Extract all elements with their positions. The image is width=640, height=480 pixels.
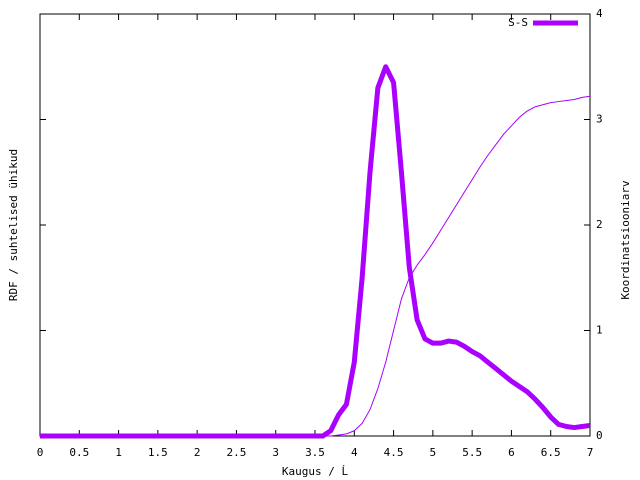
x-tick-label: 0	[37, 446, 44, 459]
y2-tick-label: 2	[596, 218, 603, 231]
x-tick-label: 3.5	[305, 446, 325, 459]
x-tick-label: 7	[587, 446, 594, 459]
x-tick-label: 5.5	[462, 446, 482, 459]
x-tick-label: 6	[508, 446, 515, 459]
data-line	[40, 64, 591, 439]
x-tick-label: 1	[115, 446, 122, 459]
x-tick-label: 6.5	[541, 446, 561, 459]
x-tick-label: 5	[430, 446, 437, 459]
y2-tick-label: 1	[596, 324, 603, 337]
x-axis-label: Kaugus / Ĺ	[282, 465, 349, 478]
x-tick-label: 2.5	[226, 446, 246, 459]
x-tick-label: 0.5	[69, 446, 89, 459]
x-tick-label: 1.5	[148, 446, 168, 459]
x-tick-label: 3	[272, 446, 279, 459]
y2-tick-label: 4	[596, 7, 603, 20]
plot-frame	[39, 13, 591, 437]
x-tick-label: 2	[194, 446, 201, 459]
x-tick-label: 4	[351, 446, 358, 459]
legend-label: S-S	[508, 16, 528, 29]
y2-tick-label: 3	[596, 113, 603, 126]
y2-axis-label: Koordinatsiooniarv	[619, 180, 632, 300]
y-axis-label: RDF / suhtelised ühikud	[7, 149, 20, 301]
y2-tick-label: 0	[596, 429, 603, 442]
data-line	[40, 95, 591, 437]
x-tick-label: 4.5	[384, 446, 404, 459]
